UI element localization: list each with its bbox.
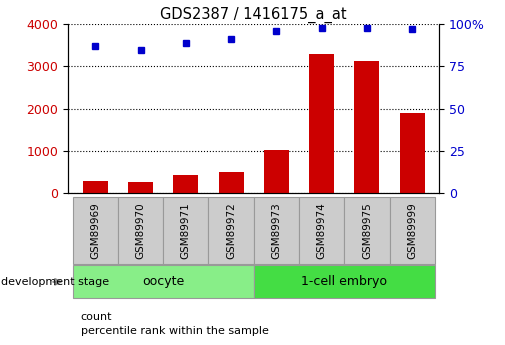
Bar [309,54,334,193]
Bar [83,180,108,193]
Title: GDS2387 / 1416175_a_at: GDS2387 / 1416175_a_at [161,7,347,23]
Text: GSM89971: GSM89971 [181,202,191,259]
Text: GSM89972: GSM89972 [226,202,236,259]
Bar [163,197,209,264]
Bar [299,197,344,264]
Text: development stage: development stage [1,277,109,287]
Text: count: count [81,312,112,322]
Bar [73,197,118,264]
Bar [219,172,243,193]
Text: GSM89970: GSM89970 [136,202,145,259]
Text: GSM89999: GSM89999 [407,202,417,259]
Bar [400,113,425,193]
Bar [128,182,153,193]
Bar [389,197,435,264]
Bar [344,197,389,264]
Bar [254,197,299,264]
Text: GSM89974: GSM89974 [317,202,327,259]
Bar [209,197,254,264]
Bar [173,175,198,193]
Bar [254,265,435,298]
Text: oocyte: oocyte [142,275,184,288]
Bar [118,197,163,264]
Bar [73,265,254,298]
Text: 1-cell embryo: 1-cell embryo [301,275,387,288]
Text: GSM89973: GSM89973 [271,202,281,259]
Text: GSM89975: GSM89975 [362,202,372,259]
Bar [264,150,289,193]
Text: GSM89969: GSM89969 [90,202,100,259]
Bar [355,61,379,193]
Text: percentile rank within the sample: percentile rank within the sample [81,326,269,336]
